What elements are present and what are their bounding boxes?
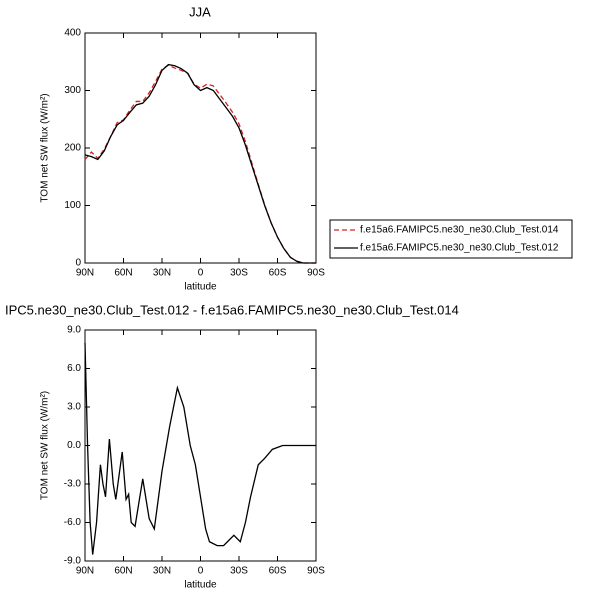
data-line bbox=[84, 342, 316, 555]
data-line bbox=[84, 64, 316, 264]
y-tick-label: -6.0 bbox=[64, 517, 82, 528]
x-tick-label: 30N bbox=[153, 268, 171, 279]
y-tick-label: -9.0 bbox=[64, 556, 82, 567]
y-tick-label: 0 bbox=[75, 258, 81, 269]
y-tick-label: 9.0 bbox=[67, 325, 81, 336]
chart-title: JJA bbox=[189, 4, 211, 19]
x-tick-label: 60S bbox=[269, 566, 287, 577]
x-tick-label: 90S bbox=[307, 566, 325, 577]
legend-box bbox=[329, 219, 573, 259]
x-tick-label: 60S bbox=[269, 268, 287, 279]
y-tick-label: 100 bbox=[64, 200, 81, 211]
legend-label: f.e15a6.FAMIPC5.ne30_ne30.Club_Test.014 bbox=[360, 225, 559, 236]
y-tick-label: 3.0 bbox=[67, 402, 81, 413]
x-tick-label: 0 bbox=[198, 268, 204, 279]
x-axis-label: latitude bbox=[184, 282, 217, 293]
x-tick-label: 60N bbox=[114, 268, 132, 279]
data-line bbox=[84, 63, 316, 264]
x-tick-label: 30N bbox=[153, 566, 171, 577]
y-axis-label: TOM net SW flux (W/m²) bbox=[40, 391, 51, 500]
plot-frame bbox=[84, 32, 317, 264]
y-tick-label: 200 bbox=[64, 143, 81, 154]
y-tick-label: 6.0 bbox=[67, 363, 81, 374]
x-tick-label: 60N bbox=[114, 566, 132, 577]
y-axis-label: TOM net SW flux (W/m²) bbox=[40, 93, 51, 202]
x-tick-label: 90S bbox=[307, 268, 325, 279]
chart-title: IPC5.ne30_ne30.Club_Test.012 - f.e15a6.F… bbox=[5, 302, 459, 317]
y-tick-label: 0.0 bbox=[67, 440, 81, 451]
y-tick-label: 400 bbox=[64, 28, 81, 39]
x-tick-label: 0 bbox=[198, 566, 204, 577]
x-tick-label: 30S bbox=[230, 566, 248, 577]
x-tick-label: 90N bbox=[76, 566, 94, 577]
y-tick-label: 300 bbox=[64, 85, 81, 96]
x-tick-label: 90N bbox=[76, 268, 94, 279]
y-tick-label: -3.0 bbox=[64, 479, 82, 490]
legend-label: f.e15a6.FAMIPC5.ne30_ne30.Club_Test.012 bbox=[360, 243, 559, 254]
x-axis-label: latitude bbox=[184, 580, 217, 591]
x-tick-label: 30S bbox=[230, 268, 248, 279]
